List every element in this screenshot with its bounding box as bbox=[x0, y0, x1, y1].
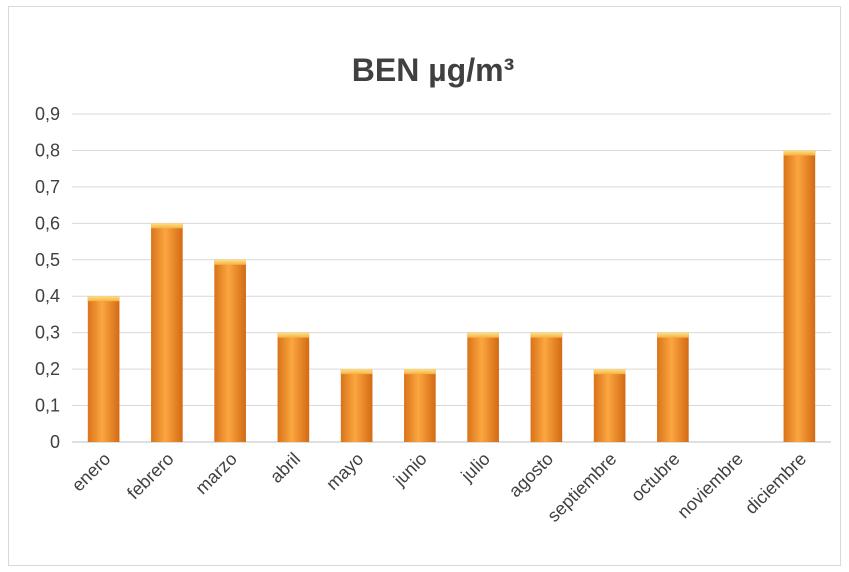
bar bbox=[404, 369, 436, 442]
bar-top-highlight bbox=[783, 150, 816, 156]
bar-top-highlight bbox=[277, 332, 310, 338]
bar bbox=[87, 296, 120, 442]
bar-julio bbox=[467, 332, 499, 442]
y-tick-label: 0,3 bbox=[35, 323, 60, 343]
y-tick-label: 0,8 bbox=[35, 140, 60, 160]
chart-frame: BEN µg/m³ 0 0,1 0,2 0,3 0,4 0,5 0,6 0,7 0,8 0,9 e… bbox=[8, 6, 841, 566]
x-tick-label: octubre bbox=[627, 449, 684, 506]
y-axis-ticks: 0 0,1 0,2 0,3 0,4 0,5 0,6 0,7 0,8 0,9 bbox=[35, 104, 60, 452]
x-tick-label: enero bbox=[68, 449, 115, 496]
bar-febrero bbox=[151, 223, 183, 442]
x-tick-label: marzo bbox=[191, 449, 241, 499]
x-tick-label: mayo bbox=[322, 449, 367, 494]
bar bbox=[467, 332, 499, 442]
bar-septiembre bbox=[593, 369, 626, 442]
bar-mayo bbox=[340, 369, 373, 442]
bar bbox=[277, 332, 310, 442]
bar bbox=[530, 332, 563, 442]
bar-agosto bbox=[530, 332, 563, 442]
bars bbox=[87, 150, 816, 442]
bar-enero bbox=[87, 296, 120, 442]
bar bbox=[151, 223, 183, 442]
bar-top-highlight bbox=[340, 369, 373, 375]
chart-title: BEN µg/m³ bbox=[352, 52, 514, 88]
bar-top-highlight bbox=[404, 369, 436, 375]
y-tick-label: 0,4 bbox=[35, 286, 60, 306]
bar bbox=[593, 369, 626, 442]
y-tick-label: 0,5 bbox=[35, 250, 60, 270]
bar bbox=[214, 259, 246, 442]
x-tick-label: septiembre bbox=[543, 449, 620, 526]
bar bbox=[783, 150, 816, 442]
bar bbox=[340, 369, 373, 442]
x-tick-label: junio bbox=[389, 449, 431, 491]
y-tick-label: 0,2 bbox=[35, 359, 60, 379]
y-tick-label: 0,6 bbox=[35, 213, 60, 233]
y-tick-label: 0,7 bbox=[35, 177, 60, 197]
bar bbox=[657, 332, 689, 442]
bar-top-highlight bbox=[87, 296, 120, 302]
bar-top-highlight bbox=[214, 259, 246, 265]
x-tick-label: noviembre bbox=[673, 449, 747, 523]
bar-abril bbox=[277, 332, 310, 442]
bar-marzo bbox=[214, 259, 246, 442]
bar-top-highlight bbox=[467, 332, 499, 338]
x-tick-label: agosto bbox=[505, 449, 557, 501]
bar-octubre bbox=[657, 332, 689, 442]
y-tick-label: 0,1 bbox=[35, 396, 60, 416]
gridlines bbox=[72, 113, 831, 443]
bar-top-highlight bbox=[151, 223, 183, 229]
y-tick-label: 0,9 bbox=[35, 104, 60, 124]
x-tick-label: julio bbox=[456, 449, 493, 486]
x-tick-label: diciembre bbox=[741, 449, 810, 518]
y-tick-label: 0 bbox=[50, 432, 60, 452]
bar-top-highlight bbox=[657, 332, 689, 338]
bar-chart: BEN µg/m³ 0 0,1 0,2 0,3 0,4 0,5 0,6 0,7 0,8 0,9 e… bbox=[35, 52, 831, 526]
x-axis-ticks: enero febrero marzo abril mayo junio julio agos… bbox=[68, 449, 810, 526]
bar-top-highlight bbox=[593, 369, 626, 375]
bar-diciembre bbox=[783, 150, 816, 442]
bar-top-highlight bbox=[530, 332, 563, 338]
bar-junio bbox=[404, 369, 436, 442]
x-tick-label: febrero bbox=[123, 449, 177, 503]
x-tick-label: abril bbox=[266, 449, 304, 487]
